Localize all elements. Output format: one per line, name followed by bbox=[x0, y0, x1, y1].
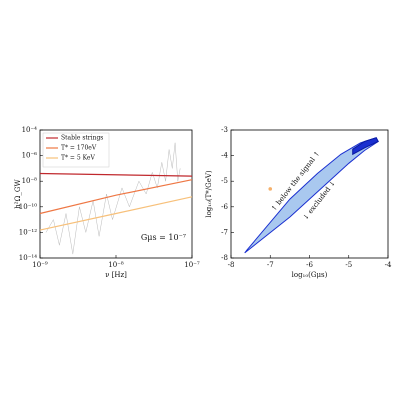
data-line bbox=[45, 142, 181, 255]
y-tick-label: -7 bbox=[221, 228, 228, 236]
x-axis-label: log₁₀(Gμs) bbox=[292, 271, 328, 279]
y-axis-label: h²Ω_GW bbox=[14, 178, 22, 208]
y-tick-label: 10⁻⁸ bbox=[22, 177, 38, 185]
legend-box bbox=[42, 132, 110, 168]
y-axis-label: log₁₀(T*/GeV) bbox=[205, 170, 213, 218]
region bbox=[352, 137, 379, 156]
x-tick-label: -4 bbox=[385, 261, 392, 269]
x-tick-label: 10⁻⁸ bbox=[108, 261, 124, 269]
x-tick-label: -7 bbox=[267, 261, 274, 269]
x-tick-label: 10⁻⁷ bbox=[184, 261, 200, 269]
legend-label: T* = 5 KeV bbox=[61, 155, 95, 162]
x-tick-label: -5 bbox=[345, 261, 352, 269]
y-tick-label: -6 bbox=[221, 203, 228, 211]
x-tick-label: -6 bbox=[306, 261, 313, 269]
y-tick-label: -3 bbox=[221, 126, 228, 134]
data-line bbox=[39, 196, 193, 231]
legend-label: T* = 170eV bbox=[61, 145, 97, 152]
y-tick-label: 10⁻⁴ bbox=[22, 126, 38, 134]
y-tick-label: 10⁻¹⁴ bbox=[19, 254, 37, 262]
y-tick-label: -5 bbox=[221, 177, 228, 185]
x-tick-label: 10⁻⁹ bbox=[32, 261, 48, 269]
x-axis-label: ν [Hz] bbox=[105, 271, 127, 279]
y-tick-label: 10⁻¹⁰ bbox=[19, 203, 37, 211]
y-tick-label: -8 bbox=[221, 254, 228, 262]
annotation: Gμs = 10⁻⁷ bbox=[141, 233, 186, 242]
data-line bbox=[39, 172, 193, 177]
y-tick-label: -4 bbox=[221, 152, 228, 160]
x-tick-label: -8 bbox=[228, 261, 235, 269]
data-line bbox=[39, 179, 193, 215]
marker bbox=[268, 187, 273, 191]
y-tick-label: 10⁻¹² bbox=[19, 228, 37, 236]
legend-label: Stable strings bbox=[61, 135, 103, 142]
y-tick-label: 10⁻⁶ bbox=[22, 152, 38, 160]
